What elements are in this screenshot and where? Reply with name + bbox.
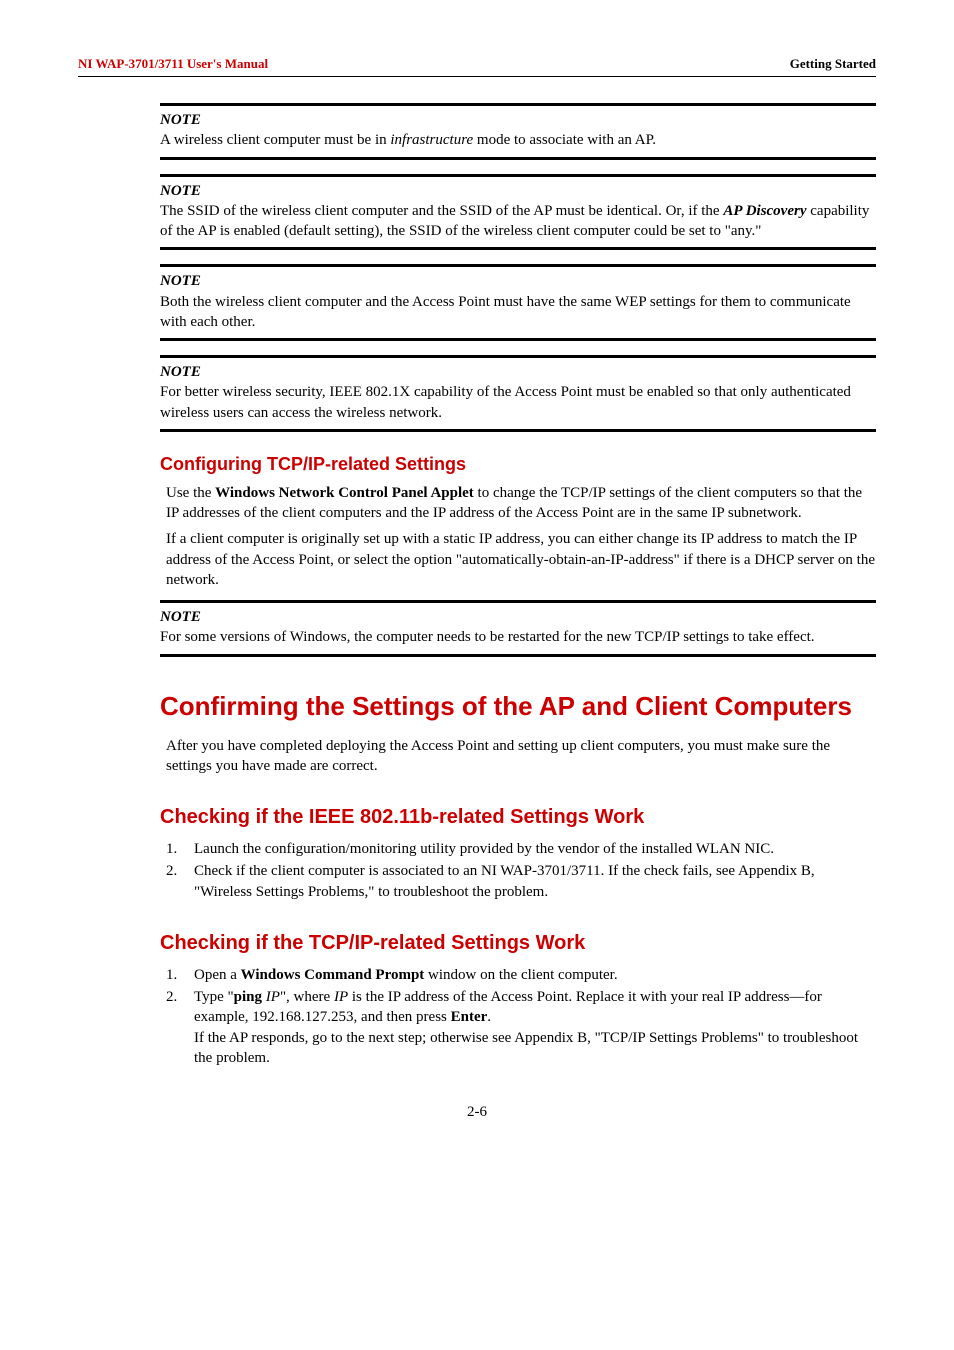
s2-mid: ", where: [280, 989, 334, 1005]
s1-bold: Windows Command Prompt: [241, 967, 425, 983]
note-pre: Both the wireless client computer and th…: [160, 294, 851, 330]
step-num: 1.: [166, 839, 194, 859]
note-pre: For better wireless security, IEEE 802.1…: [160, 384, 851, 420]
header-right: Getting Started: [790, 56, 876, 72]
p1-bold: Windows Network Control Panel Applet: [215, 485, 474, 501]
note-post: mode to associate with an AP.: [473, 132, 656, 148]
page-content: NOTE A wireless client computer must be …: [78, 103, 876, 1068]
step-num: 2.: [166, 861, 194, 902]
s1-pre: Open a: [194, 967, 241, 983]
confirm-p1: After you have completed deploying the A…: [160, 736, 876, 777]
note-label: NOTE: [160, 273, 201, 289]
s2-ital2: IP: [334, 989, 348, 1005]
note-box-wep: NOTE Both the wireless client computer a…: [160, 264, 876, 341]
step-body: Open a Windows Command Prompt window on …: [194, 965, 876, 985]
note-ital: infrastructure: [390, 132, 473, 148]
s2-pre: Type ": [194, 989, 234, 1005]
note-label: NOTE: [160, 183, 201, 199]
heading-tcpip: Configuring TCP/IP-related Settings: [160, 454, 876, 475]
note-box-ssid: NOTE The SSID of the wireless client com…: [160, 174, 876, 251]
note-label: NOTE: [160, 609, 201, 625]
step-body: Check if the client computer is associat…: [194, 861, 876, 902]
s2-line2: If the AP responds, go to the next step;…: [194, 1030, 858, 1066]
note-box-infra: NOTE A wireless client computer must be …: [160, 103, 876, 160]
s2-post2: .: [487, 1009, 491, 1025]
heading-tcp-check: Checking if the TCP/IP-related Settings …: [160, 932, 876, 955]
p1-pre: Use the: [166, 485, 215, 501]
page-header: NI WAP-3701/3711 User's Manual Getting S…: [78, 56, 876, 77]
s2-bold2: Enter: [451, 1009, 488, 1025]
note-text: For some versions of Windows, the comput…: [160, 627, 876, 647]
wlan-step-1: 1.Launch the configuration/monitoring ut…: [166, 839, 876, 859]
tcp-steps: 1. Open a Windows Command Prompt window …: [160, 965, 876, 1068]
note-text: For better wireless security, IEEE 802.1…: [160, 382, 876, 423]
step-body: Launch the configuration/monitoring util…: [194, 839, 876, 859]
note-text: Both the wireless client computer and th…: [160, 292, 876, 333]
page-number: 2-6: [78, 1104, 876, 1121]
note-text: A wireless client computer must be in in…: [160, 130, 876, 150]
note-text: The SSID of the wireless client computer…: [160, 201, 876, 242]
step-num: 1.: [166, 965, 194, 985]
heading-confirm: Confirming the Settings of the AP and Cl…: [160, 691, 876, 722]
note-pre: A wireless client computer must be in: [160, 132, 390, 148]
note-label: NOTE: [160, 364, 201, 380]
heading-wlan-check: Checking if the IEEE 802.11b-related Set…: [160, 806, 876, 829]
tcpip-p2: If a client computer is originally set u…: [160, 529, 876, 590]
note-box-restart: NOTE For some versions of Windows, the c…: [160, 600, 876, 657]
note-box-8021x: NOTE For better wireless security, IEEE …: [160, 355, 876, 432]
note-label: NOTE: [160, 112, 201, 128]
tcp-step-1: 1. Open a Windows Command Prompt window …: [166, 965, 876, 985]
tcp-step-2: 2. Type "ping IP", where IP is the IP ad…: [166, 987, 876, 1068]
tcpip-p1: Use the Windows Network Control Panel Ap…: [160, 483, 876, 524]
s2-ital: IP: [266, 989, 280, 1005]
note-pre: The SSID of the wireless client computer…: [160, 203, 723, 219]
s1-post: window on the client computer.: [424, 967, 617, 983]
step-num: 2.: [166, 987, 194, 1068]
step-body: Type "ping IP", where IP is the IP addre…: [194, 987, 876, 1068]
header-left: NI WAP-3701/3711 User's Manual: [78, 56, 268, 72]
wlan-steps: 1.Launch the configuration/monitoring ut…: [160, 839, 876, 902]
s2-bold1: ping: [234, 989, 266, 1005]
note-bold-ital: AP Discovery: [723, 203, 806, 219]
wlan-step-2: 2.Check if the client computer is associ…: [166, 861, 876, 902]
